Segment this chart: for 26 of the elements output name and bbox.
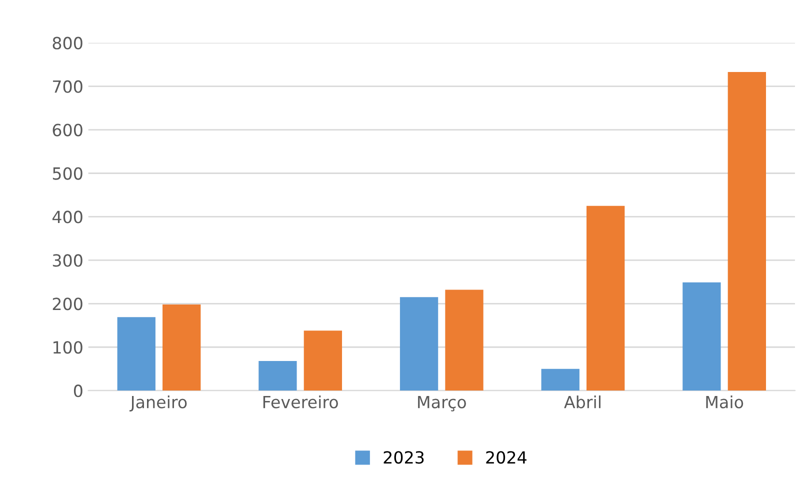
bar (304, 330, 342, 391)
y-tick-label: 800 (52, 36, 82, 50)
bar (586, 206, 625, 391)
y-tick-label: 100 (53, 341, 82, 354)
bar (445, 290, 484, 391)
bar (117, 317, 156, 391)
bar (728, 72, 766, 391)
y-tick-label: 500 (52, 167, 82, 180)
y-tick-label: 700 (53, 80, 82, 93)
bar (682, 282, 721, 391)
legend-label: 2023 (384, 451, 424, 464)
y-tick-label: 0 (74, 384, 82, 398)
x-tick-label: Janeiro (130, 395, 187, 412)
bar (162, 304, 201, 391)
y-tick-label: 300 (52, 254, 82, 267)
y-tick-label: 400 (52, 210, 82, 224)
x-tick-label: Março (418, 396, 466, 412)
legend-label: 2024 (486, 451, 526, 464)
x-tick-label: Fevereiro (263, 395, 338, 408)
x-tick-label: Abril (564, 395, 600, 408)
bar (258, 361, 297, 391)
y-tick-label: 600 (52, 124, 82, 136)
x-tick-label: Maio (706, 395, 744, 408)
bar (541, 368, 580, 391)
bar (400, 297, 438, 391)
y-tick-label: 200 (52, 298, 82, 310)
